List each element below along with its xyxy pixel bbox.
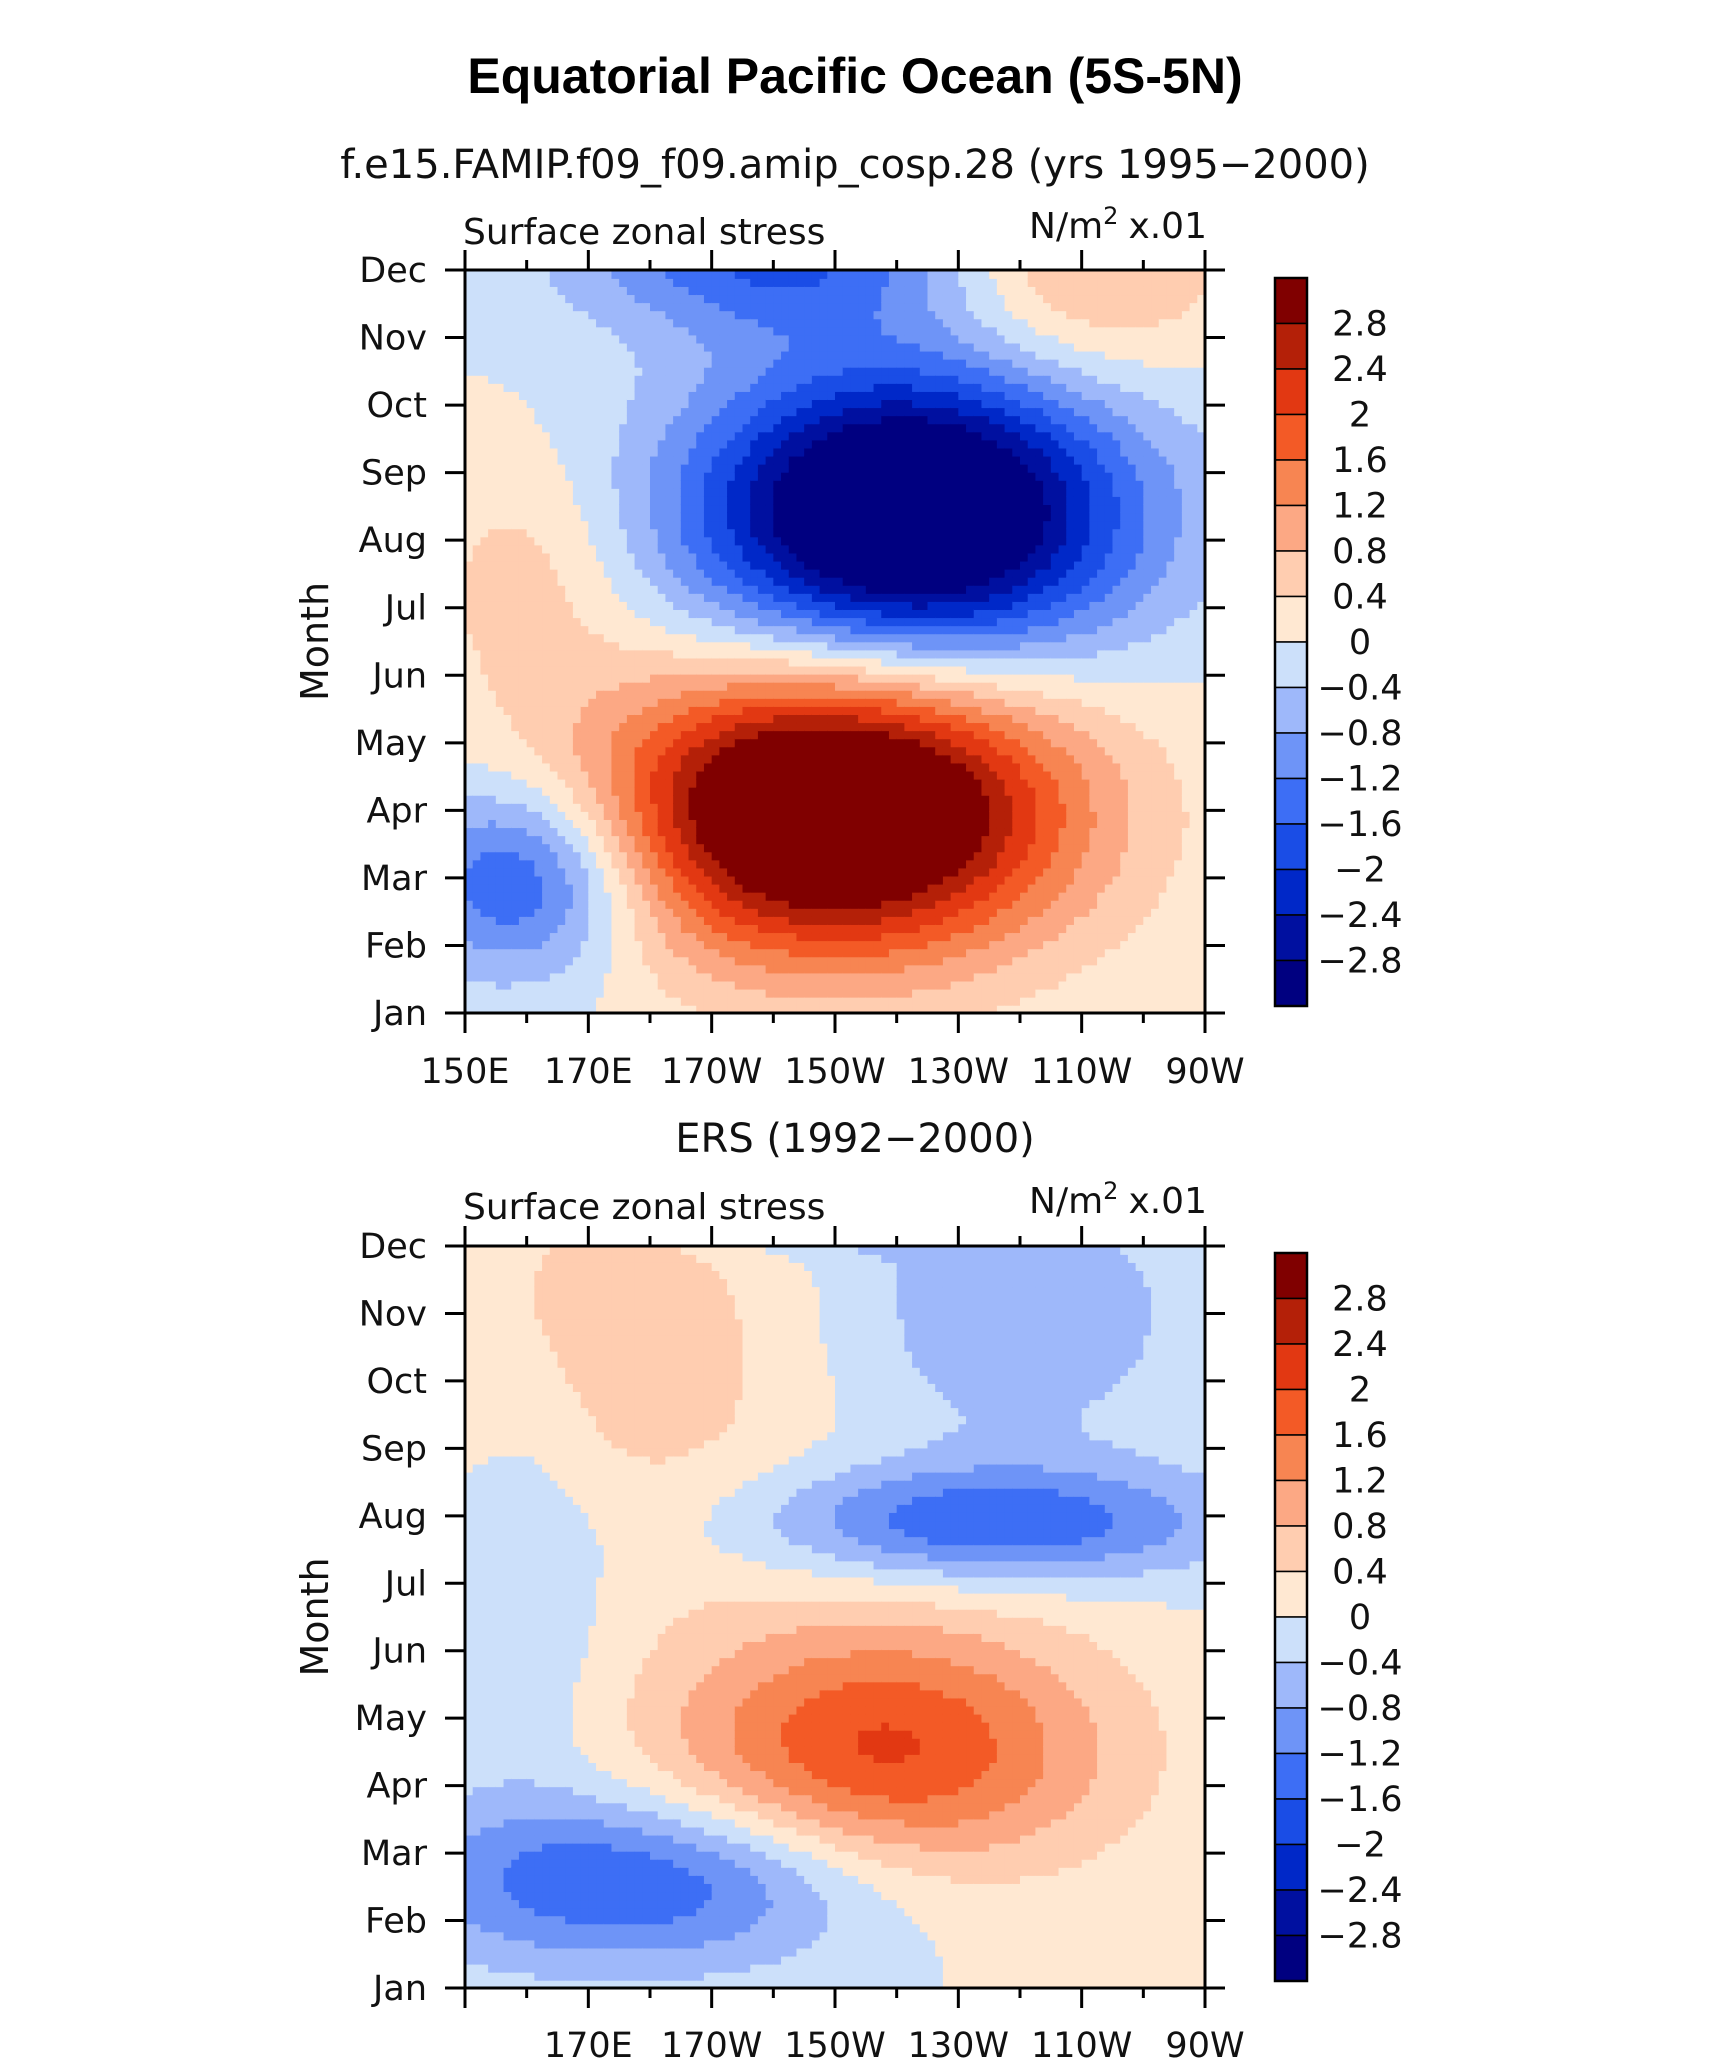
y-tick-label: Jan [371,1969,427,2009]
panel-subtitle: f.e15.FAMIP.f09_f09.amip_cosp.28 (yrs 19… [340,142,1369,188]
y-tick-label: Nov [359,319,427,359]
y-tick-label: Aug [359,521,427,561]
y-tick-label: Feb [365,1902,427,1942]
panels: f.e15.FAMIP.f09_f09.amip_cosp.28 (yrs 19… [293,142,1403,2062]
colorbar-label: −0.4 [1318,669,1403,709]
colorbar-label: 0.4 [1332,578,1388,618]
stress-field [465,270,1205,1013]
panel-subtitle: ERS (1992−2000) [675,1116,1035,1162]
y-tick-label: Nov [359,1294,427,1334]
x-tick-label: 170E [544,2026,633,2062]
colorbar-label: −0.4 [1318,1644,1403,1684]
colorbar-label: −1.6 [1318,805,1403,845]
colorbar-label: 2.8 [1332,1280,1388,1320]
stress-field [465,1246,1205,1988]
colorbar-label: 0 [1349,1598,1371,1638]
figure-title: Equatorial Pacific Ocean (5S-5N) [467,48,1242,104]
y-tick-label: Jan [371,994,427,1034]
colorbar-label: −2 [1334,851,1386,891]
colorbar-label: 0 [1349,623,1371,663]
y-tick-label: May [355,1699,427,1739]
colorbar-label: 0.8 [1332,532,1388,572]
y-tick-label: Dec [359,251,427,291]
colorbar-label: −2.8 [1318,942,1403,982]
colorbar-label: 2.8 [1332,305,1388,345]
y-tick-label: Mar [361,1834,428,1874]
x-tick-label: 170E [544,1052,633,1092]
y-tick-label: Apr [366,791,427,831]
colorbar-label: −2 [1334,1826,1386,1866]
y-axis-title: Month [293,1557,337,1676]
y-tick-label: Mar [361,859,428,899]
colorbar-label: 2.4 [1332,1325,1388,1365]
x-tick-label: 150W [784,2026,885,2062]
units-label: N/m2 x.01 [1029,202,1207,247]
colorbar-label: −2.8 [1318,1917,1403,1957]
y-tick-label: Feb [365,926,427,966]
y-tick-label: Sep [361,1429,427,1469]
x-tick-label: 130W [908,1052,1009,1092]
units-label: N/m2 x.01 [1029,1177,1207,1222]
colorbar: 2.8 2.4 2 1.6 1.2 0.8 0.4 0 −0.4 −0.8 −1.2 −1.6 −2 −2… [1273,276,1403,1008]
y-tick-label: Jul [383,589,427,629]
x-tick-label: 110W [1031,2026,1132,2062]
y-tick-label: Sep [361,454,427,494]
variable-label: Surface zonal stress [463,212,825,253]
colorbar-label: 2 [1349,396,1371,436]
panel-2: ERS (1992−2000) Surface zonal stress N/m2 x… [293,1116,1403,2062]
y-tick-label: Dec [359,1227,427,1267]
y-tick-label: Jun [370,656,427,696]
colorbar-label: 2 [1349,1371,1371,1411]
colorbar-label: 1.2 [1332,487,1388,527]
colorbar-label: −1.2 [1318,760,1403,800]
colorbar-label: 0.4 [1332,1553,1388,1593]
colorbar-label: 1.6 [1332,1416,1388,1456]
x-tick-label: 170W [661,2026,762,2062]
x-tick-label: 110W [1031,1052,1132,1092]
y-tick-label: Jun [370,1632,427,1672]
colorbar: 2.8 2.4 2 1.6 1.2 0.8 0.4 0 −0.4 −0.8 −1.2 −1.6 −2 −2… [1273,1251,1403,1983]
x-tick-label: 90W [1165,1052,1244,1092]
y-tick-label: Oct [366,386,427,426]
colorbar-label: −1.2 [1318,1735,1403,1775]
y-tick-label: Aug [359,1497,427,1537]
colorbar-label: −2.4 [1318,896,1403,936]
x-tick-label: 90W [1165,2026,1244,2062]
colorbar-label: 1.2 [1332,1462,1388,1502]
panel-1: f.e15.FAMIP.f09_f09.amip_cosp.28 (yrs 19… [293,142,1403,1092]
colorbar-label: 0.8 [1332,1507,1388,1547]
colorbar-label: 2.4 [1332,350,1388,390]
x-tick-label: 170W [661,1052,762,1092]
x-tick-label: 130W [908,2026,1009,2062]
colorbar-label: −2.4 [1318,1871,1403,1911]
colorbar-label: −0.8 [1318,714,1403,754]
colorbar-label: 1.6 [1332,441,1388,481]
y-axis-title: Month [293,582,337,701]
y-tick-label: Jul [383,1564,427,1604]
colorbar-label: −1.6 [1318,1780,1403,1820]
y-tick-label: Apr [366,1767,427,1807]
y-tick-label: Oct [366,1362,427,1402]
x-tick-label: 150E [421,1052,510,1092]
colorbar-label: −0.8 [1318,1689,1403,1729]
x-tick-label: 150W [784,1052,885,1092]
variable-label: Surface zonal stress [463,1187,825,1228]
y-tick-label: May [355,724,427,764]
